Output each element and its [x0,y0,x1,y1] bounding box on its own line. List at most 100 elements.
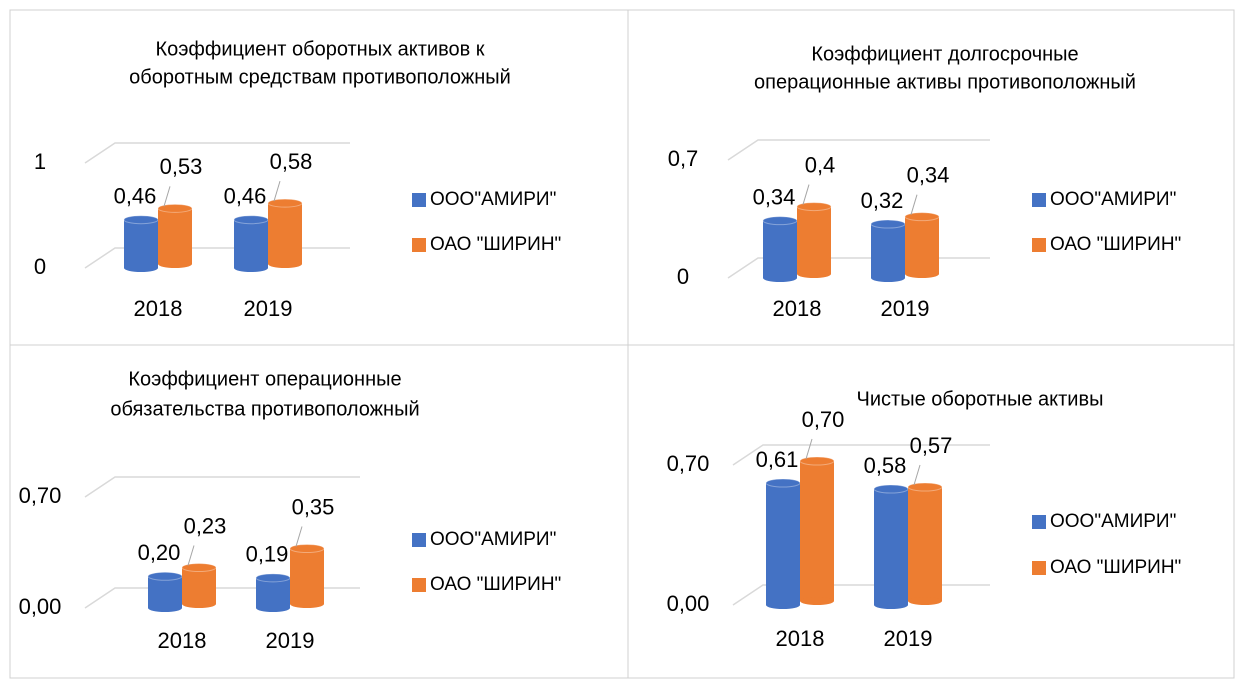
value-label: 0,58 [270,149,313,174]
bar-top [267,198,303,208]
legend-swatch [412,193,426,207]
y-tick-label: 0,00 [667,591,710,616]
bar [766,483,800,605]
value-label: 0,19 [246,542,289,567]
value-label: 0,70 [802,407,845,432]
bar [124,219,158,268]
legend-label: ООО"АМИРИ" [430,189,556,210]
y-tick-label: 0 [34,254,46,279]
value-label: 0,34 [753,184,796,209]
frame [9,9,1235,679]
bar-top [289,544,325,553]
legend-swatch [412,238,426,252]
bar-base [256,604,290,612]
bar-base [874,601,908,609]
bar-top [181,563,217,573]
bar-top [147,571,183,581]
chart-title: оборотным средствам противоположный [129,66,511,88]
value-label: 0,4 [805,152,836,177]
bar [148,576,182,608]
legend-swatch [1032,193,1046,207]
leader-line [910,194,918,215]
legend-swatch [412,578,426,592]
bar [874,489,908,605]
legend-label: ОАО "ШИРИН" [1050,234,1181,255]
legend-label: ООО"АМИРИ" [430,529,556,550]
legend-label: ООО"АМИРИ" [1050,189,1176,210]
bar-base [158,260,192,268]
value-label: 0,20 [138,540,181,565]
bar-top [873,484,909,494]
value-label: 0,46 [224,184,267,209]
x-tick-label: 2018 [773,296,822,321]
bar-base [905,270,939,278]
bar-base [268,260,302,268]
bar [234,219,268,268]
legend-label: ОАО "ШИРИН" [1050,557,1181,578]
grid-line [84,476,360,498]
chart-title: Чистые оборотные активы [857,388,1104,410]
bar [908,487,942,601]
value-label: 0,32 [861,188,904,213]
x-tick-label: 2019 [884,626,933,651]
bar [158,208,192,264]
x-tick-label: 2019 [266,628,315,653]
legend-label: ООО"АМИРИ" [1050,511,1176,532]
bar [182,567,216,604]
chart-title: Коэффициент долгосрочные [811,43,1078,65]
value-label: 0,58 [864,453,907,478]
bar-base [234,264,268,272]
x-tick-label: 2019 [244,296,293,321]
bar [256,577,290,608]
bar [800,461,834,601]
bar-top [157,203,193,213]
bar-base [124,264,158,272]
leader-line [295,526,303,547]
legend-swatch [1032,515,1046,529]
bar-top [799,456,835,466]
chart-title: Коэффициент операционные [128,368,401,390]
legend-label: ОАО "ШИРИН" [430,574,561,595]
legend-label: ОАО "ШИРИН" [430,234,561,255]
chart-title: операционные активы противоположный [754,71,1136,93]
y-tick-label: 0 [677,264,689,289]
leader-line [805,438,813,460]
leader-line [913,464,921,486]
leader-line [187,545,195,566]
leader-line [273,180,281,202]
y-tick-label: 0,70 [667,451,710,476]
legend-swatch [1032,238,1046,252]
bar-base [800,597,834,605]
bar-base [763,274,797,282]
bar-top [907,482,943,492]
bar-base [182,600,216,608]
bar-base [766,601,800,609]
y-tick-label: 1 [34,149,46,174]
bar-top [904,212,940,222]
bar-top [765,478,801,488]
grid-line [732,444,990,466]
y-tick-label: 0,70 [19,483,62,508]
bar [905,216,939,274]
grid-line [84,142,350,164]
value-label: 0,34 [907,162,950,187]
bar-top [233,215,269,225]
value-label: 0,61 [756,447,799,472]
value-label: 0,57 [910,433,953,458]
bar [871,224,905,278]
bar-base [797,270,831,278]
chart-title: Коэффициент оборотных активов к [155,38,484,60]
bar [290,548,324,604]
bar-top [255,573,291,583]
legend-swatch [412,533,426,547]
leader-line [163,186,171,207]
y-tick-label: 0,00 [19,594,62,619]
bar-base [871,274,905,282]
value-label: 0,23 [184,513,227,538]
bar [268,203,302,264]
x-tick-label: 2019 [881,296,930,321]
bar-top [796,202,832,212]
leader-line [802,184,810,205]
